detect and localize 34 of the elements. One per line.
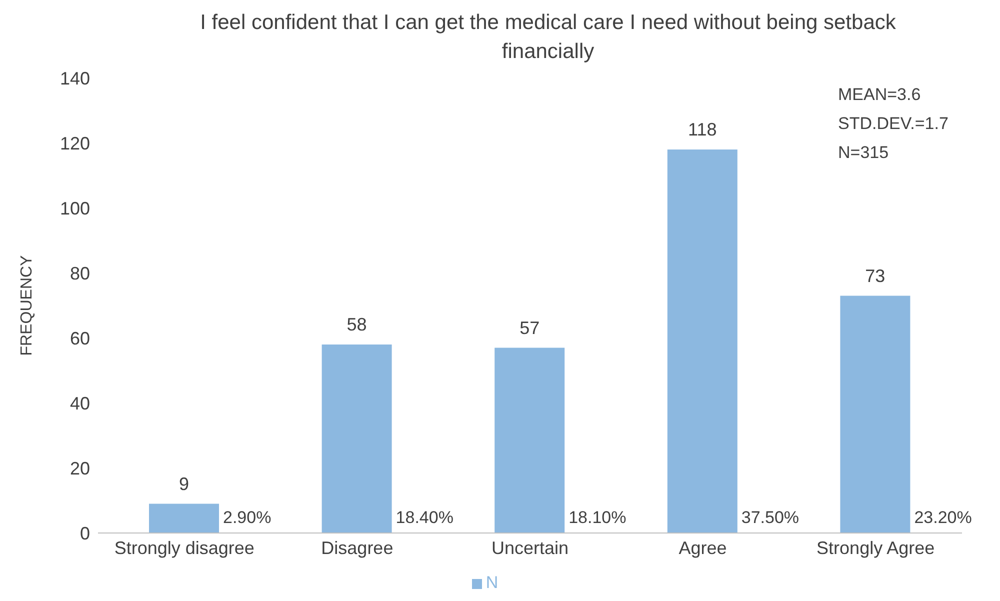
y-tick-label: 80 (70, 263, 90, 284)
y-tick-label: 0 (80, 523, 90, 544)
data-label: 58 (346, 314, 367, 334)
bar (667, 150, 738, 533)
x-tick-label: Disagree (321, 538, 394, 558)
annotation: 2.90% (223, 508, 272, 527)
chart-title: I feel confident that I can get the medical care I need without being setback financially (199, 10, 897, 65)
annotation: MEAN=3.6 (838, 84, 922, 106)
y-tick-label: 120 (60, 133, 90, 154)
y-tick-label: 60 (70, 328, 90, 348)
annotation: 23.20% (914, 508, 972, 527)
y-axis-title: FREQUENCY (18, 254, 36, 356)
x-tick-label: Agree (678, 538, 727, 558)
bar (494, 348, 565, 533)
legend-label: N (486, 573, 498, 592)
bar (840, 296, 910, 533)
x-tick-label: Uncertain (491, 538, 569, 558)
annotation: 18.10% (568, 508, 626, 527)
y-tick-label: 40 (70, 393, 90, 414)
bar (322, 344, 392, 533)
y-tick-label: 100 (60, 198, 90, 218)
data-label: 57 (520, 318, 540, 338)
y-tick-label: 20 (70, 458, 90, 478)
y-tick-label: 140 (60, 68, 90, 88)
bar (149, 504, 219, 533)
annotation: 18.40% (396, 508, 454, 527)
data-label: 73 (865, 266, 886, 286)
annotation: N=315 (838, 142, 890, 164)
x-tick-label: Strongly disagree (114, 538, 254, 558)
data-label: 118 (688, 120, 717, 140)
x-tick-label: Strongly Agree (816, 538, 935, 558)
annotation: STD.DEV.=1.7 (838, 113, 948, 135)
annotation: 37.50% (741, 508, 800, 527)
data-label: 9 (178, 474, 190, 494)
